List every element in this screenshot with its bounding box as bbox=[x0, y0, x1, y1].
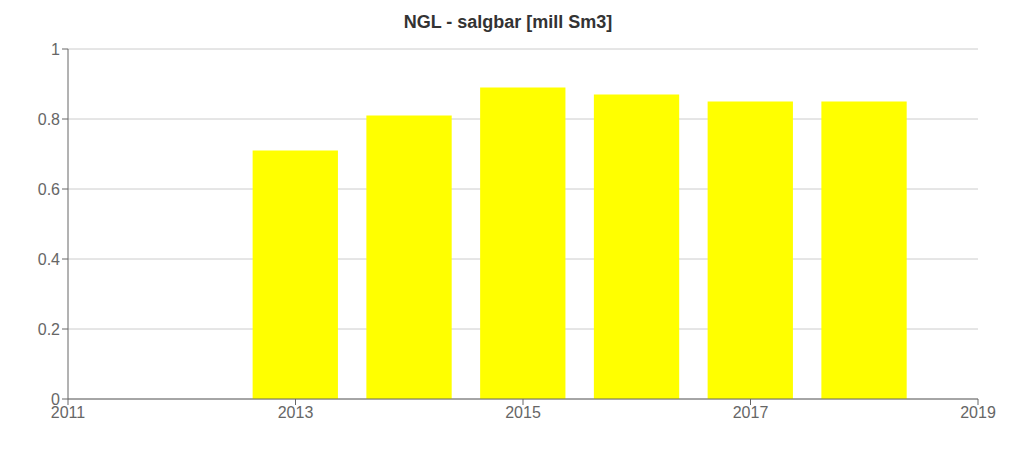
svg-text:2015: 2015 bbox=[505, 404, 541, 421]
svg-text:0: 0 bbox=[51, 391, 60, 408]
svg-text:0.6: 0.6 bbox=[38, 181, 60, 198]
svg-text:0.8: 0.8 bbox=[38, 111, 60, 128]
svg-text:2013: 2013 bbox=[278, 404, 314, 421]
svg-text:1: 1 bbox=[51, 41, 60, 58]
svg-text:2019: 2019 bbox=[960, 404, 996, 421]
svg-text:2017: 2017 bbox=[733, 404, 769, 421]
svg-text:0.2: 0.2 bbox=[38, 321, 60, 338]
html-text:NGL - salgbar [mill Sm3]: NGL - salgbar [mill Sm3] bbox=[403, 12, 613, 32]
svg-text:0.4: 0.4 bbox=[38, 251, 60, 268]
svg-text:2011: 2011 bbox=[50, 404, 86, 422]
